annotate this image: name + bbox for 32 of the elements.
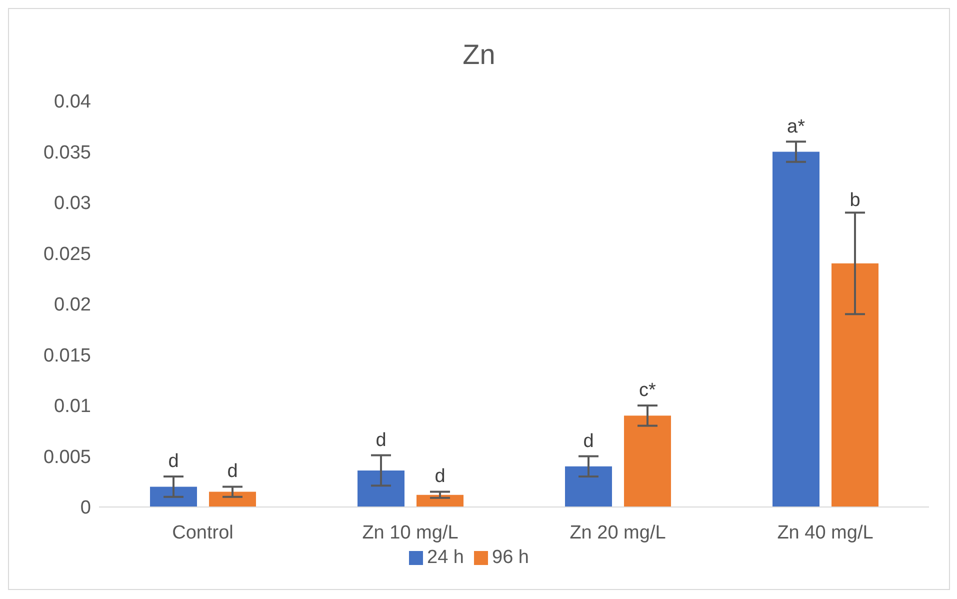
data-label: c* bbox=[639, 380, 657, 402]
data-label: d bbox=[376, 430, 386, 452]
data-label: b bbox=[850, 190, 860, 211]
bar bbox=[832, 263, 878, 507]
bar bbox=[150, 486, 197, 507]
data-label: d bbox=[583, 430, 594, 452]
chart-title: Zn bbox=[462, 38, 496, 72]
y-tick-label: 0.03 bbox=[54, 193, 91, 214]
y-tick-label: 0.025 bbox=[43, 244, 91, 265]
x-tick-label: Control bbox=[172, 522, 234, 544]
data-label: a* bbox=[787, 116, 806, 138]
data-label: d bbox=[168, 451, 179, 472]
data-label: d bbox=[227, 461, 238, 482]
y-tick-label: 0.02 bbox=[54, 294, 91, 316]
bar bbox=[772, 152, 820, 507]
x-tick-label: Zn 20 mg/L bbox=[570, 522, 666, 544]
legend-label: 96 h bbox=[492, 547, 529, 568]
y-tick-label: 0.035 bbox=[43, 142, 91, 164]
x-tick-label: Zn 40 mg/L bbox=[777, 522, 874, 544]
legend-label: 24 h bbox=[427, 547, 464, 568]
bar bbox=[416, 494, 464, 507]
y-tick-label: 0 bbox=[80, 498, 91, 519]
y-tick-label: 0.015 bbox=[43, 345, 91, 366]
y-tick-label: 0.04 bbox=[54, 92, 92, 113]
bar bbox=[565, 466, 612, 507]
y-tick-label: 0.01 bbox=[54, 396, 91, 418]
x-tick-label: Zn 10 mg/L bbox=[362, 522, 458, 544]
bar bbox=[209, 492, 256, 507]
data-label: d bbox=[434, 466, 446, 487]
y-tick-label: 0.005 bbox=[43, 446, 91, 468]
bar bbox=[624, 416, 671, 507]
bar bbox=[358, 470, 404, 507]
